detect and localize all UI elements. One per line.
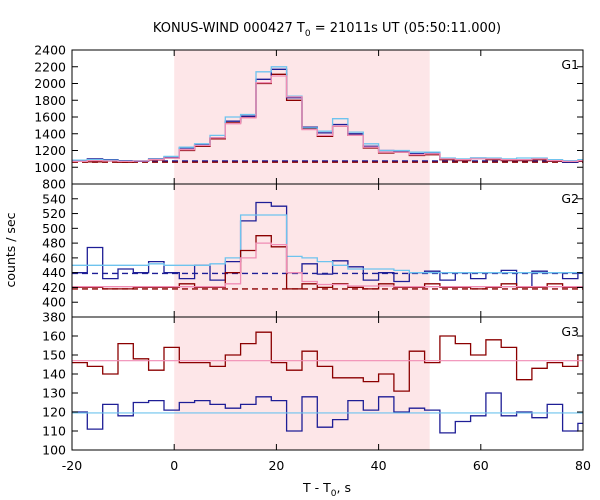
x-axis-label-rest: , s (337, 480, 351, 495)
panel-g1-ytick-label: 1000 (34, 160, 66, 175)
panel-g3-ytick-label: 160 (42, 329, 66, 344)
x-tick-label: 60 (473, 458, 489, 473)
panel-g1-ytick-label: 1600 (34, 110, 66, 125)
chart-title-rest: = 21011s UT (05:50:11.000) (311, 21, 501, 36)
panel-g3-series-dark_blue (72, 392, 583, 434)
panel-g3-ytick-label: 110 (42, 424, 66, 439)
panel-g1-ytick-label: 800 (42, 177, 66, 192)
panel-g2-ytick-label: 420 (42, 280, 66, 295)
panel-g2-ytick-label: 400 (42, 295, 66, 310)
panel-g2-ytick-label: 520 (42, 206, 66, 221)
panel-g2-ytick-label: 380 (42, 310, 66, 325)
panel-g3-ytick-label: 150 (42, 348, 66, 363)
panel-g1-ytick-label: 2200 (34, 59, 66, 74)
panel-g2-ytick-label: 540 (42, 191, 66, 206)
panel-g3-series-dark_red (72, 331, 583, 392)
y-axis-label: counts / sec (3, 212, 18, 287)
panel-g1-label: G1 (561, 57, 579, 72)
panel-g2-ytick-label: 460 (42, 250, 66, 265)
panel-g3-ytick-label: 130 (42, 386, 66, 401)
chart-title: KONUS-WIND 000427 T0 = 21011s UT (05:50:… (153, 21, 501, 39)
chart-title-sub: 0 (305, 29, 311, 39)
panel-g1-ytick-label: 2400 (34, 43, 66, 58)
x-tick-label: 20 (268, 458, 284, 473)
panel-g3-label: G3 (561, 324, 579, 339)
plot-area: 80010001200140016001800200022002400G1380… (34, 43, 591, 474)
panel-g3-ytick-label: 140 (42, 367, 66, 382)
x-axis-label-main: T - T (302, 480, 331, 495)
panel-g3-ytick-label: 100 (42, 443, 66, 458)
x-axis-label: T - T0, s (302, 480, 351, 499)
panel-g1-ytick-label: 1200 (34, 143, 66, 158)
panel-g1-ytick-label: 2000 (34, 76, 66, 91)
panel-g3-ytick-label: 120 (42, 405, 66, 420)
panel-g2-series-light_blue (72, 214, 583, 274)
x-axis-label-sub: 0 (331, 489, 337, 499)
panel-g2-ytick-label: 500 (42, 221, 66, 236)
x-tick-label: -20 (62, 458, 82, 473)
x-tick-label: 40 (371, 458, 387, 473)
panel-g3-frame (71, 316, 584, 451)
x-tick-label: 0 (170, 458, 178, 473)
x-tick-label: 80 (575, 458, 591, 473)
panel-g2-ytick-label: 440 (42, 265, 66, 280)
panel-g1-series-pink (72, 75, 583, 163)
chart-title-main: KONUS-WIND 000427 T (153, 21, 305, 36)
panel-g2-ytick-label: 480 (42, 236, 66, 251)
panel-g2-label: G2 (561, 191, 579, 206)
panel-g1-ytick-label: 1800 (34, 93, 66, 108)
panel-g2-series-pink (72, 242, 583, 288)
panel-g1-ytick-label: 1400 (34, 126, 66, 141)
